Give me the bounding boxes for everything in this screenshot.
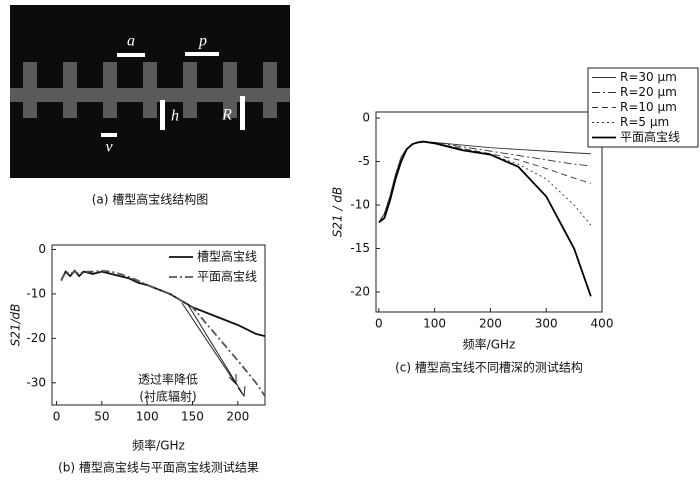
dim-label: p — [198, 33, 207, 50]
dim-label: a — [127, 33, 135, 50]
y-tick-label: 0 — [38, 242, 46, 256]
y-tick-label: -20 — [350, 285, 370, 299]
dim-label: h — [171, 108, 179, 125]
x-tick-label: 0 — [375, 317, 383, 331]
y-axis-label: S21/dB — [9, 304, 23, 347]
x-tick-label: 150 — [181, 410, 204, 424]
series-line — [378, 141, 591, 223]
x-axis-label: 频率/GHz — [132, 438, 185, 453]
annotation-arrow — [181, 302, 246, 398]
x-tick-label: 200 — [226, 410, 249, 424]
series-line — [60, 269, 266, 397]
y-tick-label: -10 — [26, 286, 46, 300]
x-tick-label: 0 — [53, 410, 61, 424]
dim-label: v — [105, 139, 113, 156]
y-axis-label: S21 / dB — [331, 187, 345, 237]
caption: (c) 槽型高宝线不同槽深的测试结构 — [395, 360, 583, 375]
series-line — [378, 140, 592, 297]
x-tick-label: 300 — [535, 317, 558, 331]
plot-frame — [375, 111, 603, 313]
legend-label: 平面高宝线 — [197, 269, 257, 284]
y-tick-label: -10 — [350, 198, 370, 212]
legend-label: R=10 μm — [620, 100, 677, 114]
annotation: (衬底辐射) — [139, 389, 196, 404]
y-tick-label: -15 — [350, 241, 370, 255]
x-tick-label: 50 — [94, 410, 109, 424]
legend-label: R=5 μm — [620, 115, 669, 129]
plot-frame — [51, 244, 266, 406]
legend-label: R=20 μm — [620, 85, 677, 99]
annotation: 透过率降低 — [138, 372, 198, 387]
dim-label: R — [221, 107, 232, 124]
y-tick-label: -20 — [26, 331, 46, 345]
y-tick-label: -5 — [358, 154, 370, 168]
x-tick-label: 100 — [136, 410, 159, 424]
caption: (b) 槽型高宝线与平面高宝线测试结果 — [58, 460, 259, 475]
legend-label: R=30 μm — [620, 70, 677, 84]
caption: (a) 槽型高宝线结构图 — [92, 192, 209, 207]
x-tick-label: 200 — [479, 317, 502, 331]
y-tick-label: 0 — [362, 111, 370, 125]
legend-frame — [587, 67, 699, 148]
legend-label: 槽型高宝线 — [197, 249, 257, 264]
structure-image — [10, 5, 290, 178]
y-tick-label: -30 — [26, 375, 46, 389]
x-axis-label: 频率/GHz — [463, 337, 516, 352]
x-tick-label: 100 — [423, 317, 446, 331]
legend-label: 平面高宝线 — [620, 129, 680, 144]
x-tick-label: 400 — [591, 317, 614, 331]
